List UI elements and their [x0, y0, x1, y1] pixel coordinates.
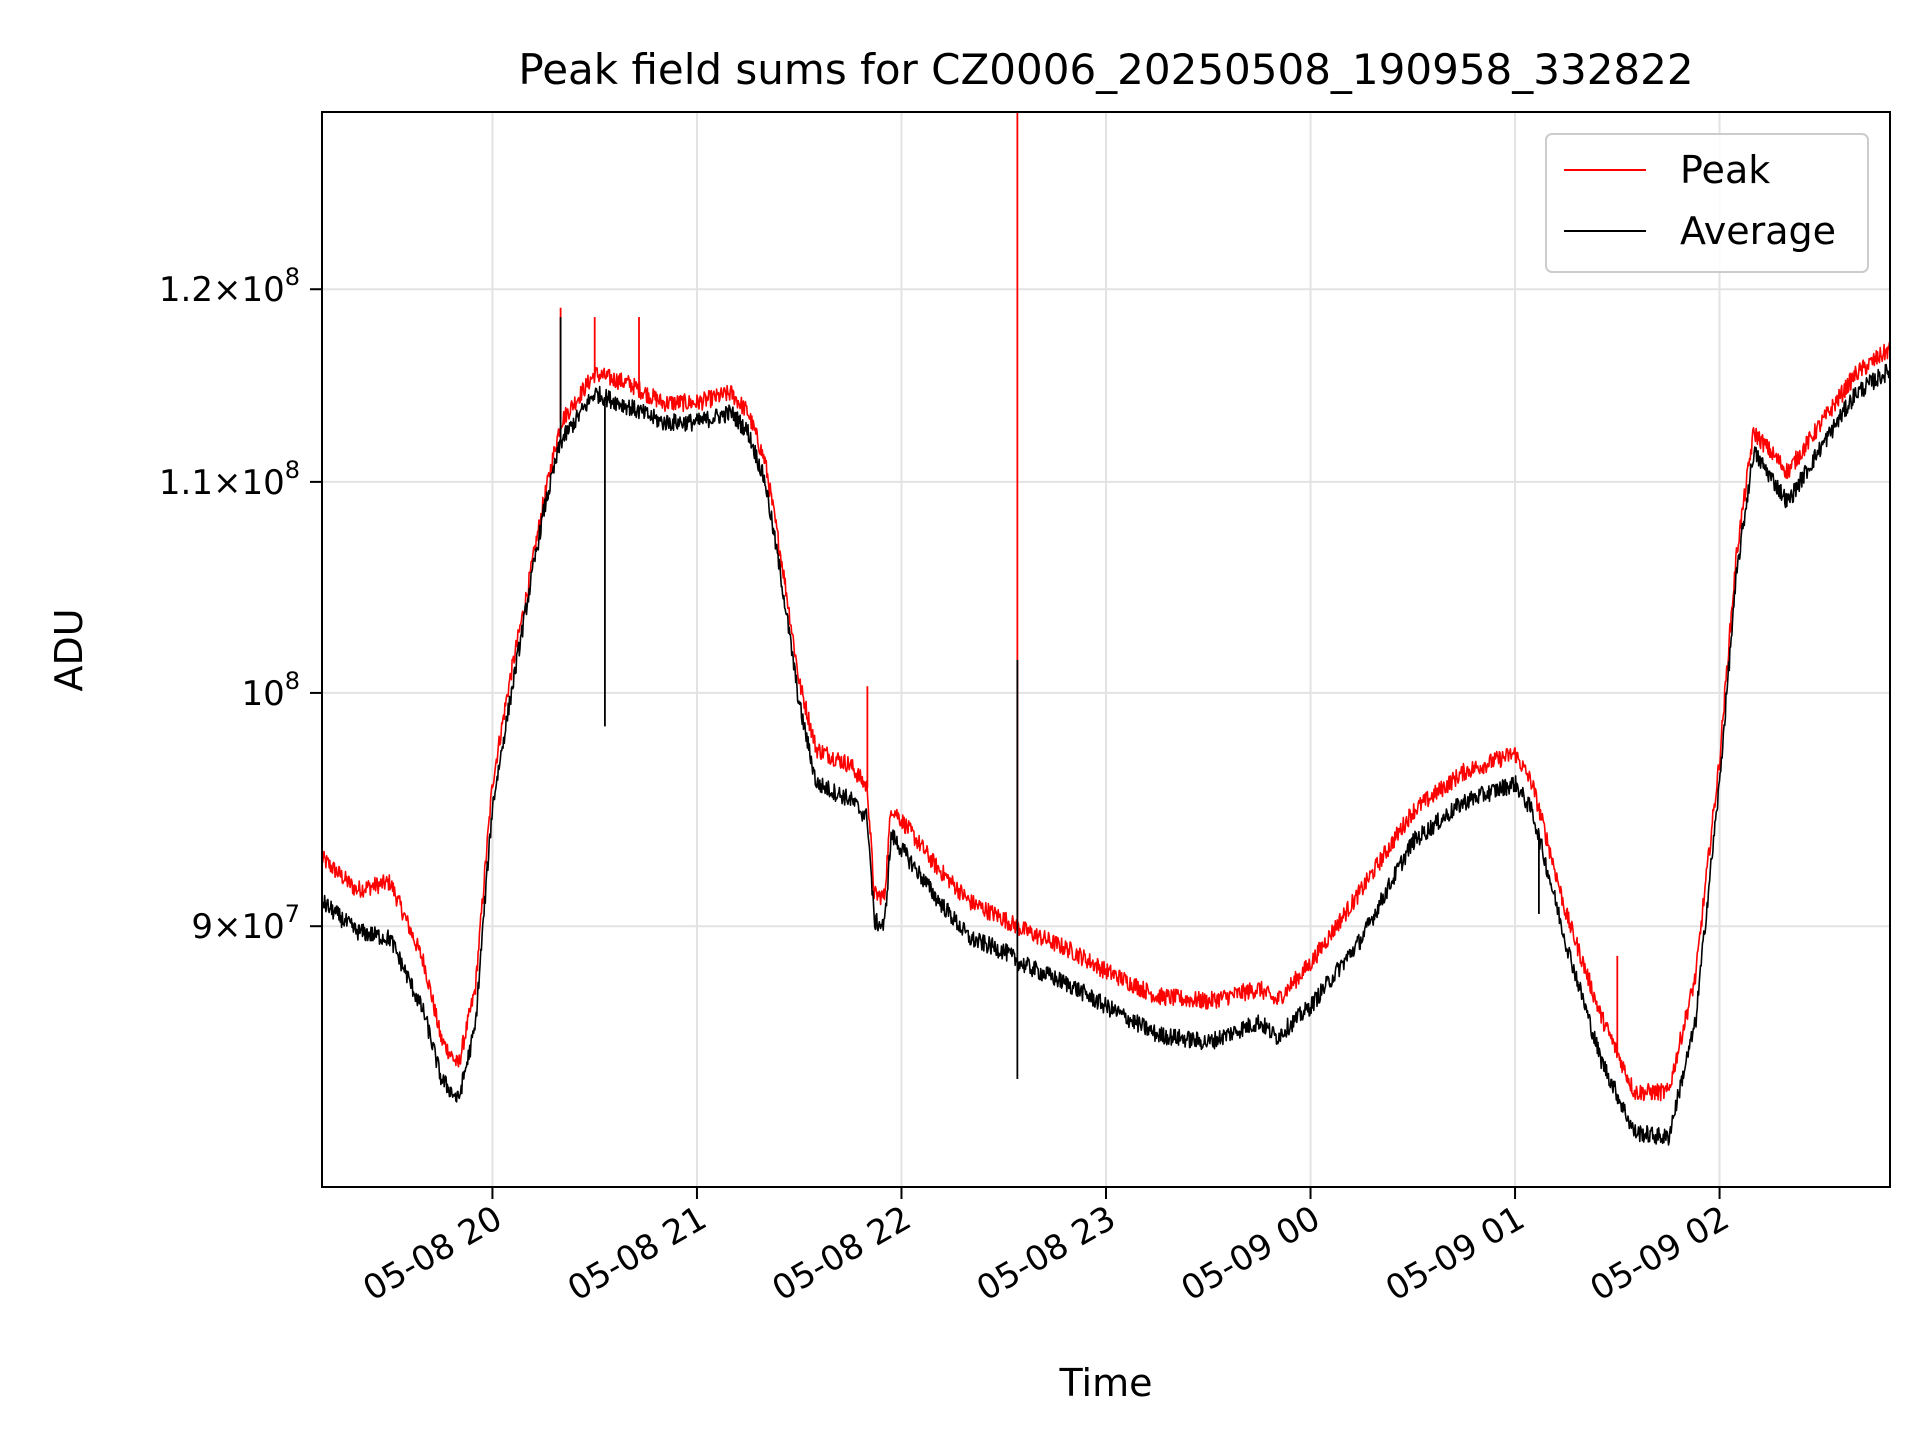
legend: Peak Average [1545, 133, 1869, 273]
legend-label-average: Average [1680, 209, 1836, 253]
y-tick-label: 108 [241, 667, 300, 714]
legend-label-peak: Peak [1680, 148, 1770, 192]
y-tick-label: 1.1×108 [159, 456, 300, 503]
y-axis-label: ADU [47, 608, 91, 691]
y-tick-label: 1.2×108 [159, 263, 300, 310]
y-tick-label: 9×107 [191, 900, 300, 947]
series-line-average [322, 363, 1890, 1146]
grid [322, 112, 1890, 1187]
x-axis-label: Time [1059, 1361, 1153, 1405]
legend-box [1545, 133, 1869, 273]
series-lines [322, 112, 1890, 1146]
y-axis-ticks: 9×107 108 1.1×108 1.2×108 [159, 263, 322, 947]
chart-title: Peak field sums for CZ0006_20250508_1909… [518, 45, 1693, 94]
series-line-peak [322, 341, 1890, 1102]
